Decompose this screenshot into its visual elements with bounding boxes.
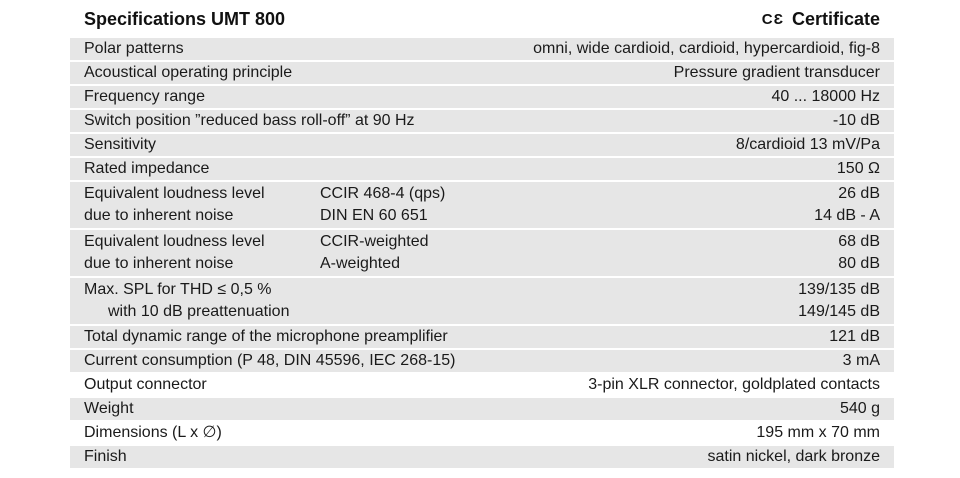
spec-label: with 10 dB preattenuation: [108, 303, 290, 320]
spec-label: Switch position ”reduced bass roll-off” …: [84, 112, 415, 129]
spec-standard: DIN EN 60 651: [320, 207, 428, 224]
spec-header: Specifications UMT 800 CƐ Certificate: [70, 0, 894, 38]
spec-label: Polar patterns: [84, 40, 184, 57]
spec-label: Max. SPL for THD ≤ 0,5 %: [84, 281, 272, 298]
spec-row-switch-position: Switch position ”reduced bass roll-off” …: [70, 110, 894, 132]
spec-row-current-consumption: Current consumption (P 48, DIN 45596, IE…: [70, 350, 894, 372]
spec-value: 80 dB: [838, 255, 880, 272]
spec-row-rated-impedance: Rated impedance 150 Ω: [70, 158, 894, 180]
spec-row-sensitivity: Sensitivity 8/cardioid 13 mV/Pa: [70, 134, 894, 156]
spec-label: Finish: [84, 448, 127, 465]
spec-value: 540 g: [839, 400, 880, 417]
spec-value: 149/145 dB: [798, 303, 880, 320]
spec-value: 26 dB: [838, 185, 880, 202]
spec-row-operating-principle: Acoustical operating principle Pressure …: [70, 62, 894, 84]
spec-label: Total dynamic range of the microphone pr…: [84, 328, 448, 345]
spec-row-dynamic-range: Total dynamic range of the microphone pr…: [70, 326, 894, 348]
spec-value: 68 dB: [838, 233, 880, 250]
spec-row-polar-patterns: Polar patterns omni, wide cardioid, card…: [70, 38, 894, 60]
spec-row-output-connector: Output connector 3-pin XLR connector, go…: [70, 374, 894, 396]
certificate-text: Certificate: [791, 8, 880, 29]
spec-value: 40 ... 18000 Hz: [771, 88, 880, 105]
spec-value: 139/135 dB: [798, 281, 880, 298]
spec-label: Equivalent loudness level: [84, 185, 265, 202]
spec-label: due to inherent noise: [84, 207, 234, 224]
spec-row-weight: Weight 540 g: [70, 398, 894, 420]
spec-label: Sensitivity: [84, 136, 157, 153]
spec-value: 195 mm x 70 mm: [756, 424, 880, 441]
spec-value: 14 dB - A: [814, 207, 880, 224]
spec-row-finish: Finish satin nickel, dark bronze: [70, 446, 894, 468]
spec-sheet: Specifications UMT 800 CƐ Certificate Po…: [70, 0, 894, 468]
certificate-label: CƐ Certificate: [762, 9, 880, 30]
spec-label: Rated impedance: [84, 160, 210, 177]
spec-label: Dimensions (L x ∅): [84, 424, 222, 441]
spec-standard: CCIR-weighted: [320, 233, 429, 250]
spec-value: omni, wide cardioid, cardioid, hypercard…: [533, 40, 880, 57]
ce-mark-icon: CƐ: [761, 10, 784, 28]
spec-label: Frequency range: [84, 88, 205, 105]
spec-row-frequency-range: Frequency range 40 ... 18000 Hz: [70, 86, 894, 108]
spec-value: 3-pin XLR connector, goldplated contacts: [588, 376, 880, 393]
spec-label: Equivalent loudness level: [84, 233, 265, 250]
spec-value: satin nickel, dark bronze: [707, 448, 880, 465]
spec-value: 8/cardioid 13 mV/Pa: [735, 136, 880, 153]
spec-standard: CCIR 468-4 (qps): [320, 185, 446, 202]
spec-label: due to inherent noise: [84, 255, 234, 272]
spec-row-noise-ccir-qps: Equivalent loudness level CCIR 468-4 (qp…: [70, 182, 894, 228]
spec-value: 3 mA: [842, 352, 880, 369]
spec-label: Acoustical operating principle: [84, 64, 293, 81]
spec-value: Pressure gradient transducer: [673, 64, 880, 81]
spec-title: Specifications UMT 800: [84, 8, 286, 29]
spec-table: Polar patterns omni, wide cardioid, card…: [70, 38, 894, 468]
spec-row-noise-ccir-weighted: Equivalent loudness level CCIR-weighted …: [70, 230, 894, 276]
spec-row-dimensions: Dimensions (L x ∅) 195 mm x 70 mm: [70, 422, 894, 444]
spec-value: 121 dB: [829, 328, 880, 345]
spec-row-max-spl: Max. SPL for THD ≤ 0,5 % 139/135 dB with…: [70, 278, 894, 324]
spec-value: -10 dB: [832, 112, 880, 129]
spec-label: Weight: [84, 400, 134, 417]
spec-label: Output connector: [84, 376, 207, 393]
spec-label: Current consumption (P 48, DIN 45596, IE…: [84, 352, 456, 369]
spec-standard: A-weighted: [320, 255, 401, 272]
spec-value: 150 Ω: [836, 160, 880, 177]
